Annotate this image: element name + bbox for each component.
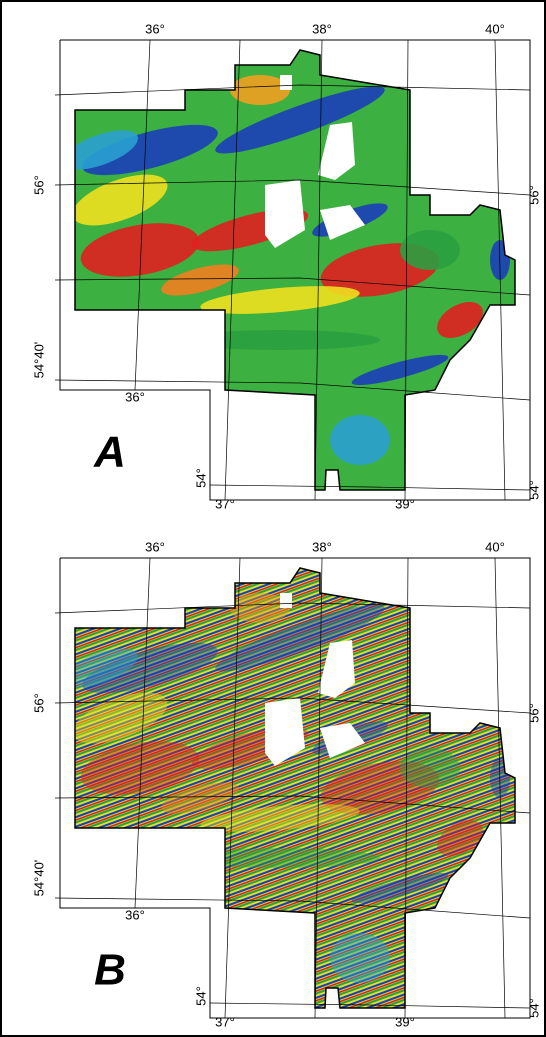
anomaly: [230, 75, 290, 105]
meridian: [314, 557, 323, 1019]
no-data: [320, 205, 365, 240]
coord-label: 54°: [193, 468, 208, 488]
coord-label: 56°: [526, 185, 541, 205]
coord-label: 54°: [526, 480, 541, 500]
no-data: [320, 723, 365, 758]
parallel: [54, 379, 531, 401]
parallel: [54, 897, 531, 919]
coord-label: 38°: [312, 21, 332, 36]
meridian: [404, 39, 409, 501]
coord-label: 54°40': [31, 860, 46, 897]
anomaly: [400, 748, 460, 788]
coord-label: 40°: [485, 21, 505, 36]
meridian: [224, 557, 241, 1019]
meridian: [224, 39, 241, 501]
panel-letter: A: [93, 428, 126, 477]
coord-label: 39°: [395, 496, 415, 511]
anomaly: [330, 933, 390, 983]
anomaly: [437, 819, 483, 857]
coord-label: 37°: [215, 496, 235, 511]
survey-outline: [74, 567, 516, 1009]
survey-outline: [74, 49, 516, 491]
parallel: [54, 84, 531, 96]
parallel: [209, 1002, 531, 1009]
coord-label: 40°: [485, 539, 505, 554]
anomaly: [161, 782, 239, 814]
panel-letter: B: [94, 946, 126, 995]
coord-label: 36°: [145, 539, 165, 554]
anomaly: [351, 872, 449, 904]
coord-label: 36°: [145, 21, 165, 36]
no-data: [280, 593, 292, 608]
meridian: [494, 557, 506, 1019]
coord-label: 54°: [526, 998, 541, 1018]
meridian: [404, 557, 409, 1019]
anomaly: [75, 130, 138, 170]
anomaly: [230, 593, 290, 623]
anomaly: [351, 354, 449, 386]
anomaly: [82, 642, 218, 694]
meridian: [314, 39, 323, 501]
coord-label: 54°40': [31, 342, 46, 379]
coord-label: 39°: [395, 1014, 415, 1029]
coord-label: 38°: [312, 539, 332, 554]
parallel: [54, 277, 531, 296]
no-data: [280, 75, 292, 90]
parallel: [54, 179, 531, 196]
coord-label: 37°: [215, 1014, 235, 1029]
meridian: [134, 557, 151, 909]
anomaly: [215, 604, 385, 672]
anomaly: [200, 286, 360, 314]
coord-label: 36°: [125, 389, 145, 404]
anomaly: [80, 741, 200, 795]
parallel: [54, 697, 531, 714]
meridian: [494, 39, 506, 501]
anomaly: [320, 761, 440, 815]
anomaly: [161, 264, 239, 296]
coord-label: 56°: [31, 693, 46, 713]
anomaly: [200, 804, 360, 832]
anomaly: [215, 86, 385, 154]
no-data: [318, 640, 355, 698]
anomaly: [75, 648, 138, 688]
frame: [59, 39, 531, 501]
anomaly: [400, 230, 460, 270]
meridian: [134, 39, 151, 391]
coord-label: 56°: [31, 175, 46, 195]
coord-label: 54°: [193, 986, 208, 1006]
anomaly: [82, 124, 218, 176]
parallel: [54, 795, 531, 814]
no-data: [265, 698, 305, 766]
parallel: [209, 484, 531, 491]
parallel: [54, 602, 531, 614]
anomaly: [80, 223, 200, 277]
anomaly: [330, 415, 390, 465]
coord-label: 56°: [526, 703, 541, 723]
coord-label: 36°: [125, 907, 145, 922]
anomaly: [437, 301, 483, 339]
no-data: [265, 180, 305, 248]
frame: [59, 557, 531, 1019]
no-data: [318, 122, 355, 180]
